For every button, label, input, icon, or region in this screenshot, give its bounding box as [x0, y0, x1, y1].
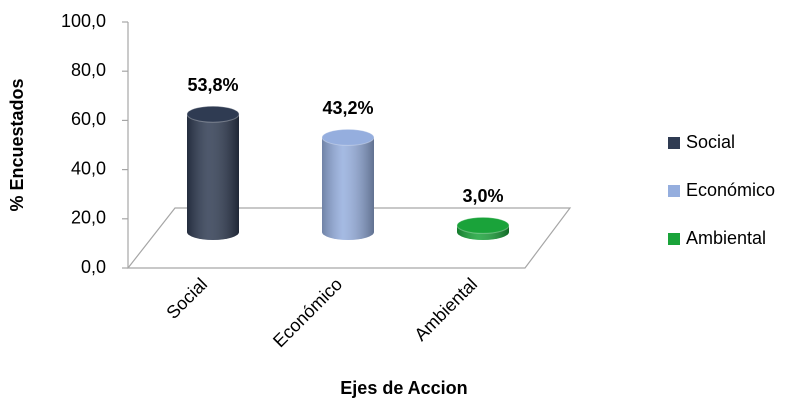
bar-group — [186, 105, 240, 240]
bar-group — [321, 128, 375, 240]
bar-top — [186, 105, 240, 123]
y-tick-label: 20,0 — [71, 208, 106, 228]
bar-shade — [322, 137, 374, 240]
x-tick-label: Social — [162, 274, 211, 323]
y-tick-label: 40,0 — [71, 158, 106, 178]
data-label: 53,8% — [187, 75, 238, 95]
legend-swatch — [668, 185, 680, 197]
y-tick-label: 100,0 — [61, 11, 106, 31]
legend-label: Económico — [686, 180, 775, 200]
legend-swatch — [668, 233, 680, 245]
data-label: 43,2% — [322, 98, 373, 118]
y-tick-label: 80,0 — [71, 60, 106, 80]
bar-top — [456, 216, 510, 234]
y-tick-label: 60,0 — [71, 109, 106, 129]
x-tick-label: Económico — [269, 274, 346, 351]
bar-shade — [187, 114, 239, 240]
bar-top — [321, 128, 375, 146]
x-tick-label: Ambiental — [410, 274, 481, 345]
legend-label: Social — [686, 132, 735, 152]
legend-label: Ambiental — [686, 228, 766, 248]
data-label: 3,0% — [462, 186, 503, 206]
x-axis-title: Ejes de Accion — [340, 378, 467, 398]
bar-group — [456, 216, 510, 240]
y-tick-label: 0,0 — [81, 257, 106, 277]
legend-swatch — [668, 137, 680, 149]
y-axis-title: % Encuestados — [7, 78, 27, 211]
